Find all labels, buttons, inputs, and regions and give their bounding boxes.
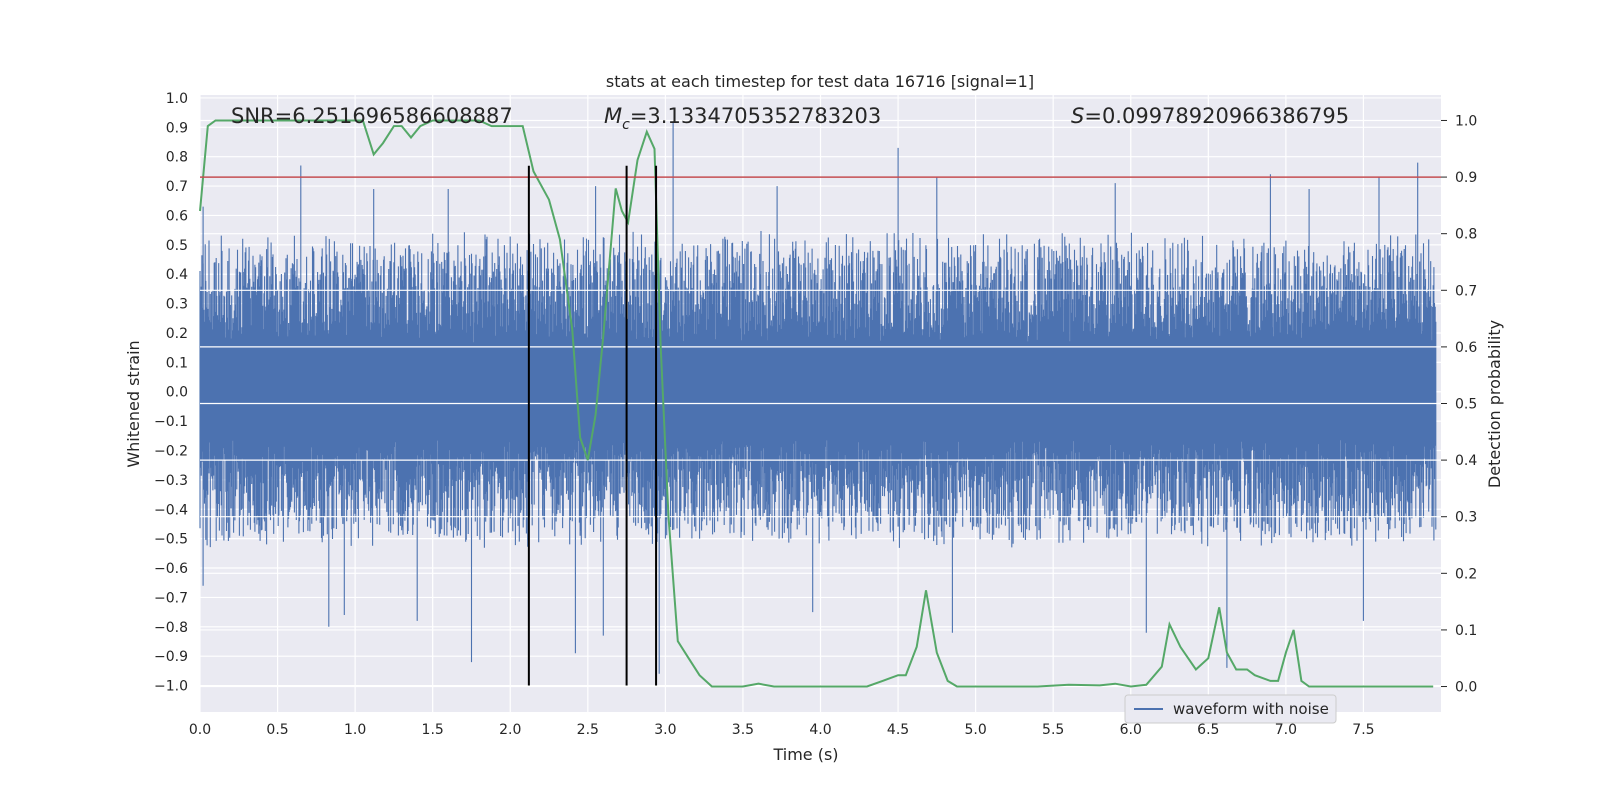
y-tick-label: 0.4 — [166, 267, 188, 283]
chirp-mass-symbol: M — [604, 104, 622, 128]
x-tick-label: 2.5 — [577, 722, 599, 738]
y-axis-label: Whitened strain — [124, 340, 143, 467]
legend-box — [1124, 694, 1337, 724]
x-tick-label: 5.0 — [964, 722, 986, 738]
chirp-mass-annotation: Mc=3.1334705352783203 — [604, 104, 881, 133]
x-tick-label: 7.0 — [1275, 722, 1297, 738]
y-tick-label: 0.6 — [166, 208, 188, 224]
x-tick-label: 0.0 — [189, 722, 211, 738]
snr-annotation: SNR=6.251696586608887 — [231, 104, 513, 128]
y-tick-label: 0.0 — [166, 385, 188, 401]
x-tick-label: 0.5 — [266, 722, 288, 738]
legend-label: waveform with noise — [1173, 700, 1329, 718]
x-tick-label: 6.5 — [1197, 722, 1219, 738]
x-tick-label: 1.5 — [422, 722, 444, 738]
x-tick-label: 3.5 — [732, 722, 754, 738]
score-value: =0.09978920966386795 — [1084, 104, 1349, 128]
chirp-mass-value: =3.1334705352783203 — [630, 104, 881, 128]
score-symbol: S — [1071, 104, 1084, 128]
y-tick-label: −0.7 — [154, 590, 188, 606]
probability-line — [199, 119, 1434, 688]
legend: waveform with noise — [1124, 694, 1337, 724]
y-tick-label: 1.0 — [166, 91, 188, 107]
y-right-tick-label: 0.9 — [1455, 170, 1477, 186]
y-right-tick-label: 0.7 — [1455, 283, 1477, 299]
y-right-axis-label: Detection probability — [1485, 320, 1504, 488]
chirp-mass-subscript: c — [622, 117, 630, 133]
y-tick-label: −0.5 — [154, 532, 188, 548]
probability-series — [199, 119, 1434, 688]
x-tick-label: 2.0 — [499, 722, 521, 738]
y-right-tick-label: 0.3 — [1455, 510, 1477, 526]
waveform-series — [199, 121, 1441, 674]
y-tick-label: 0.9 — [166, 120, 188, 136]
y-tick-label: −1.0 — [154, 679, 188, 695]
x-tick-label: 7.5 — [1352, 722, 1374, 738]
x-tick-label: 4.5 — [887, 722, 909, 738]
y-tick-label: −0.2 — [154, 444, 188, 460]
x-tick-label: 3.0 — [654, 722, 676, 738]
y-right-tick-label: 0.8 — [1455, 227, 1477, 243]
x-axis-ticks: 0.0 0.5 1.0 1.5 2.0 2.5 3.0 3.5 4.0 4.5 5.0 5.5 6.0 6… — [189, 722, 1375, 738]
vertical-markers — [527, 165, 658, 686]
waveform-line — [199, 121, 1437, 674]
y-right-axis-ticks: 1.0 0.9 0.8 0.7 0.6 0.5 0.4 0.3 0.2 0.1 0.0 — [1441, 113, 1477, 696]
y-tick-label: −0.3 — [154, 473, 188, 489]
x-tick-label: 5.5 — [1042, 722, 1064, 738]
y-tick-label: −0.6 — [154, 561, 188, 577]
x-tick-label: 6.0 — [1120, 722, 1142, 738]
y-right-tick-label: 0.0 — [1455, 680, 1477, 696]
y-right-tick-label: 1.0 — [1455, 113, 1477, 129]
y-right-tick-label: 0.2 — [1455, 566, 1477, 582]
y-axis-ticks: 1.0 0.9 0.8 0.7 0.6 0.5 0.4 0.3 0.2 0.1 0.0 −0.1 −0.… — [154, 91, 188, 695]
y-tick-label: 0.7 — [166, 179, 188, 195]
y-right-tick-label: 0.6 — [1455, 340, 1477, 356]
y-right-tick-label: 0.1 — [1455, 623, 1477, 639]
y-tick-label: 0.8 — [166, 150, 188, 166]
y-tick-label: 0.2 — [166, 326, 188, 342]
y-tick-label: −0.4 — [154, 502, 188, 518]
x-tick-label: 1.0 — [344, 722, 366, 738]
y-tick-label: −0.9 — [154, 649, 188, 665]
x-axis-label: Time (s) — [772, 745, 838, 764]
y-tick-label: 0.5 — [166, 238, 188, 254]
y-tick-label: 0.3 — [166, 297, 188, 313]
y-tick-label: −0.1 — [154, 414, 188, 430]
x-tick-label: 4.0 — [809, 722, 831, 738]
y-right-tick-label: 0.5 — [1455, 397, 1477, 413]
y-right-tick-label: 0.4 — [1455, 453, 1477, 469]
y-tick-label: −0.8 — [154, 620, 188, 636]
snr-score-annotation: S=0.09978920966386795 — [1071, 104, 1349, 128]
chart-title: stats at each timestep for test data 167… — [606, 72, 1034, 91]
y-tick-label: 0.1 — [166, 355, 188, 371]
